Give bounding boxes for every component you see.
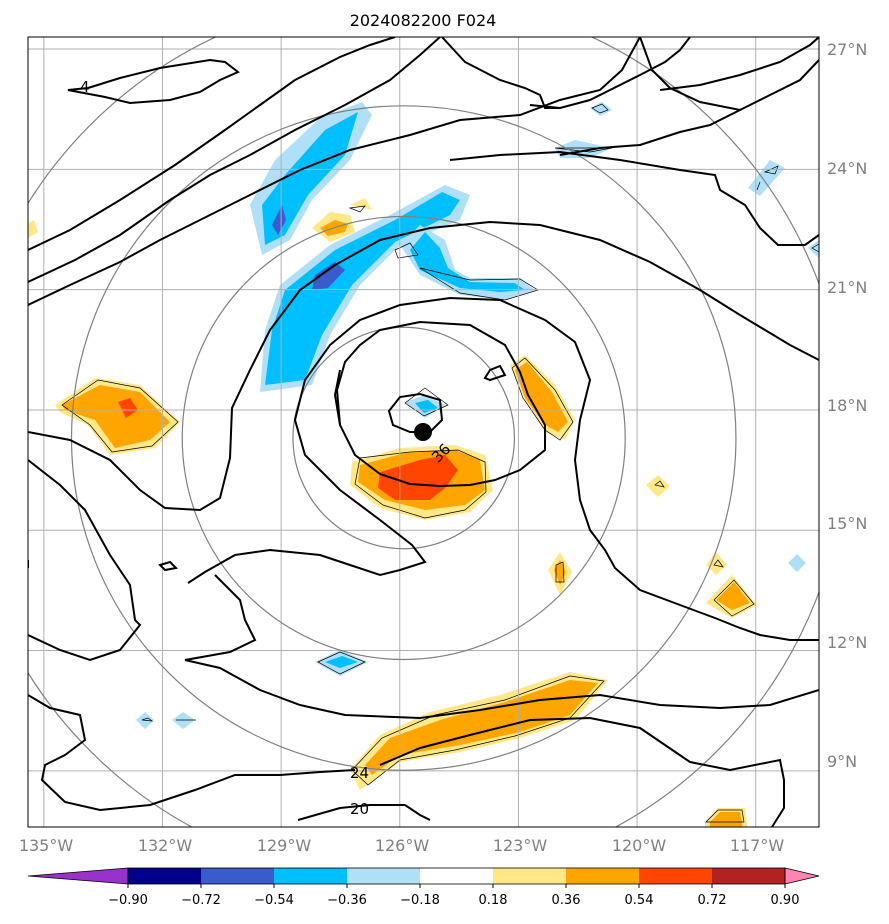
negative-shading <box>410 232 525 292</box>
positive-shading <box>706 552 727 575</box>
range-ring <box>292 326 516 550</box>
colorbar-segment <box>201 868 274 884</box>
colorbar-tick-label: 0.90 <box>771 893 800 908</box>
negative-shading <box>325 656 358 668</box>
grid-lines <box>28 37 819 827</box>
negative-shading <box>312 262 345 290</box>
x-tick-label: 126°W <box>375 836 430 855</box>
positive-shading <box>378 455 458 500</box>
colorbar-segment <box>566 868 639 884</box>
positive-shading <box>118 398 138 418</box>
chart-title: 2024082200 F024 <box>350 11 497 30</box>
colorbar: −0.90 −0.72 −0.54 −0.36 −0.18 0.18 0.36 0.54 0.7… <box>27 867 820 908</box>
colorbar-tick-label: −0.72 <box>181 893 221 908</box>
positive-shading <box>365 680 598 775</box>
colorbar-extend-min <box>27 867 129 885</box>
storm-center-marker <box>414 423 432 441</box>
positive-shading <box>28 220 38 238</box>
y-tick-label: 24°N <box>827 159 867 178</box>
y-axis: 9°N 12°N 15°N 18°N 21°N 24°N 27°N <box>827 40 867 771</box>
colorbar-tick-label: 0.54 <box>625 893 654 908</box>
y-tick-label: 9°N <box>827 752 857 771</box>
range-ring <box>70 105 737 771</box>
colorbar-tick-label: −0.18 <box>400 893 440 908</box>
colorbar-tick-label: −0.36 <box>327 893 367 908</box>
x-axis: 135°W 132°W 129°W 126°W 123°W 120°W 117°… <box>19 836 785 855</box>
thick-contours <box>28 37 819 827</box>
colorbar-segment <box>347 868 420 884</box>
colorbar-segment <box>712 868 785 884</box>
contour-label: 4 <box>80 78 90 96</box>
plot-area <box>28 37 819 827</box>
colorbar-segment <box>128 868 201 884</box>
colorbar-segment <box>639 868 712 884</box>
negative-shading <box>590 102 612 116</box>
colorbar-segment <box>493 868 566 884</box>
colorbar-segment <box>420 868 493 884</box>
plot-frame <box>27 36 820 828</box>
negative-shading <box>265 192 460 385</box>
colorbar-tick-label: −0.90 <box>108 893 148 908</box>
negative-shading <box>262 112 358 245</box>
colorbar-extend-max <box>784 867 820 885</box>
colorbar-segment <box>274 868 347 884</box>
contour-label: 24 <box>350 764 369 782</box>
negative-shading <box>272 205 286 235</box>
y-tick-label: 21°N <box>827 278 867 297</box>
x-tick-label: 117°W <box>730 836 785 855</box>
x-tick-label: 135°W <box>19 836 74 855</box>
positive-shading <box>515 362 568 432</box>
negative-shading <box>172 712 195 729</box>
negative-shading <box>788 554 806 572</box>
colorbar-tick-label: 0.18 <box>479 893 508 908</box>
range-rings <box>28 37 819 827</box>
colorbar-frame <box>127 867 786 885</box>
range-ring <box>181 215 626 661</box>
y-tick-label: 18°N <box>827 396 867 415</box>
x-tick-label: 129°W <box>257 836 312 855</box>
x-tick-label: 132°W <box>138 836 193 855</box>
x-tick-label: 123°W <box>493 836 548 855</box>
positive-shading <box>710 812 743 827</box>
positive-shading <box>350 198 372 210</box>
shading-layer <box>28 102 819 827</box>
x-tick-label: 120°W <box>612 836 667 855</box>
colorbar-tick-label: 0.72 <box>698 893 727 908</box>
y-tick-label: 12°N <box>827 633 867 652</box>
y-tick-label: 15°N <box>827 514 867 533</box>
colorbar-tick-label: 0.36 <box>552 893 581 908</box>
y-tick-label: 27°N <box>827 40 867 59</box>
contour-label: 20 <box>350 800 369 818</box>
colorbar-tick-label: −0.54 <box>254 893 294 908</box>
positive-shading <box>716 582 750 610</box>
positive-shading <box>62 385 170 448</box>
